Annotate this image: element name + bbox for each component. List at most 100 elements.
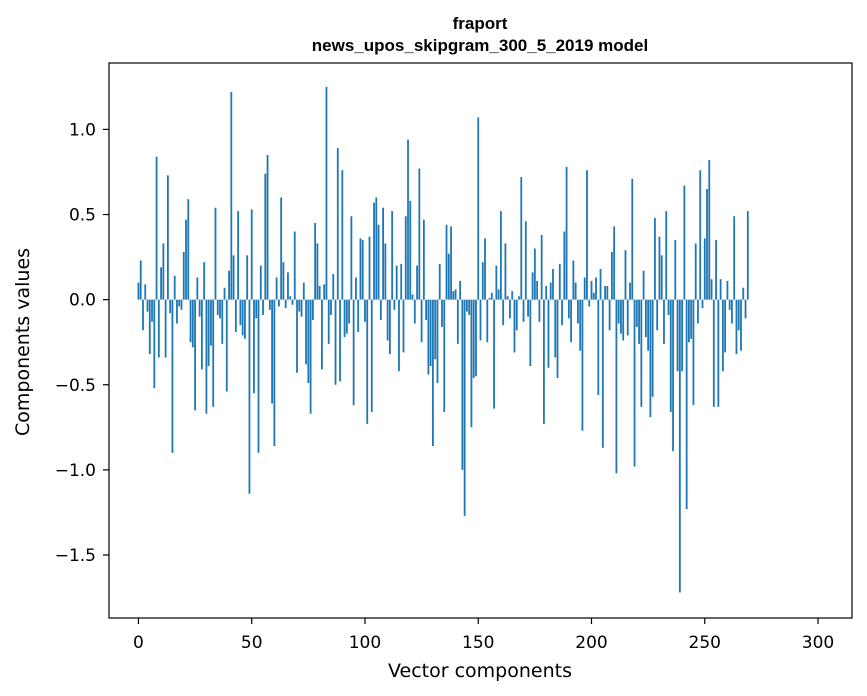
bar-214 bbox=[622, 299, 625, 341]
bar-169 bbox=[520, 177, 523, 300]
bar-159 bbox=[497, 289, 500, 300]
bar-226 bbox=[649, 299, 652, 418]
bar-150 bbox=[477, 117, 480, 300]
bar-138 bbox=[450, 226, 452, 300]
bar-234 bbox=[667, 299, 670, 315]
bar-67 bbox=[289, 296, 292, 300]
y-tick-label: −1.5 bbox=[55, 546, 96, 566]
bar-99 bbox=[361, 240, 364, 300]
bar-230 bbox=[658, 236, 661, 300]
bar-120 bbox=[409, 200, 412, 300]
bar-34 bbox=[214, 207, 217, 300]
bar-131 bbox=[434, 299, 437, 360]
bar-86 bbox=[332, 274, 335, 300]
bar-224 bbox=[644, 299, 647, 338]
bar-50 bbox=[250, 209, 253, 300]
bar-238 bbox=[676, 299, 679, 372]
bar-239 bbox=[678, 299, 681, 593]
bar-10 bbox=[160, 267, 162, 300]
bar-14 bbox=[169, 299, 172, 314]
bar-78 bbox=[314, 223, 317, 300]
bar-161 bbox=[502, 299, 505, 326]
bar-74 bbox=[305, 299, 307, 365]
bar-61 bbox=[275, 277, 278, 300]
bar-201 bbox=[592, 292, 595, 300]
bar-55 bbox=[262, 299, 264, 315]
bar-26 bbox=[196, 277, 199, 300]
bar-144 bbox=[463, 299, 466, 516]
bar-118 bbox=[404, 216, 407, 300]
bar-85 bbox=[330, 299, 332, 315]
bar-69 bbox=[293, 231, 296, 300]
bar-178 bbox=[540, 234, 543, 300]
bar-87 bbox=[334, 299, 337, 385]
bar-213 bbox=[620, 299, 622, 334]
y-axis: −1.5 −1.0 −0.5 0.0 0.5 1.0 bbox=[55, 120, 109, 566]
bar-3 bbox=[144, 284, 147, 300]
bar-258 bbox=[721, 299, 724, 372]
bar-221 bbox=[638, 299, 640, 344]
bar-57 bbox=[266, 154, 269, 300]
bar-107 bbox=[379, 299, 382, 321]
bar-113 bbox=[393, 299, 396, 310]
bar-24 bbox=[191, 299, 194, 348]
bar-204 bbox=[599, 269, 602, 300]
bar-242 bbox=[685, 299, 688, 510]
bar-29 bbox=[203, 262, 206, 300]
bar-58 bbox=[268, 299, 271, 310]
bar-245 bbox=[692, 299, 695, 406]
bar-129 bbox=[429, 299, 432, 367]
bar-20 bbox=[182, 251, 185, 300]
bar-106 bbox=[377, 224, 380, 300]
bar-222 bbox=[640, 299, 643, 407]
bar-145 bbox=[466, 299, 468, 312]
bar-15 bbox=[171, 299, 174, 453]
bar-48 bbox=[246, 255, 249, 300]
chart-title-group: fraport news_upos_skipgram_300_5_2019 mo… bbox=[312, 14, 648, 55]
bar-248 bbox=[699, 170, 702, 300]
bar-146 bbox=[468, 299, 471, 315]
bar-35 bbox=[216, 299, 219, 315]
bar-264 bbox=[735, 299, 738, 355]
bar-110 bbox=[386, 299, 389, 341]
bar-177 bbox=[538, 299, 541, 322]
bar-148 bbox=[472, 299, 475, 378]
bar-158 bbox=[495, 265, 498, 300]
bar-228 bbox=[654, 217, 656, 300]
bar-115 bbox=[398, 299, 400, 372]
bar-37 bbox=[221, 299, 224, 344]
bar-30 bbox=[205, 299, 208, 414]
bar-44 bbox=[237, 211, 240, 300]
bar-70 bbox=[296, 299, 298, 373]
bar-12 bbox=[164, 299, 167, 358]
y-tick-label: 0.5 bbox=[69, 206, 96, 226]
bar-253 bbox=[710, 279, 713, 300]
bar-240 bbox=[681, 299, 684, 372]
bar-244 bbox=[690, 299, 693, 339]
bar-233 bbox=[665, 211, 668, 300]
bar-142 bbox=[459, 280, 462, 300]
bar-260 bbox=[726, 280, 729, 300]
bar-135 bbox=[443, 299, 446, 412]
bar-77 bbox=[311, 299, 314, 321]
bar-105 bbox=[375, 197, 378, 300]
bar-25 bbox=[194, 299, 196, 411]
bar-4 bbox=[146, 299, 149, 312]
bar-250 bbox=[703, 238, 706, 300]
bar-21 bbox=[185, 219, 187, 300]
bar-211 bbox=[615, 299, 618, 474]
bar-246 bbox=[694, 243, 697, 300]
bar-2 bbox=[142, 299, 144, 331]
bar-196 bbox=[581, 299, 584, 431]
bar-195 bbox=[579, 299, 582, 351]
bar-103 bbox=[370, 299, 373, 412]
x-tick-label: 150 bbox=[462, 633, 494, 653]
bar-197 bbox=[583, 277, 586, 300]
bar-75 bbox=[307, 299, 310, 384]
bar-19 bbox=[180, 299, 183, 310]
bar-124 bbox=[418, 168, 421, 300]
bar-156 bbox=[490, 292, 493, 300]
bar-227 bbox=[651, 299, 654, 397]
bar-143 bbox=[461, 299, 464, 470]
bar-123 bbox=[416, 265, 418, 300]
